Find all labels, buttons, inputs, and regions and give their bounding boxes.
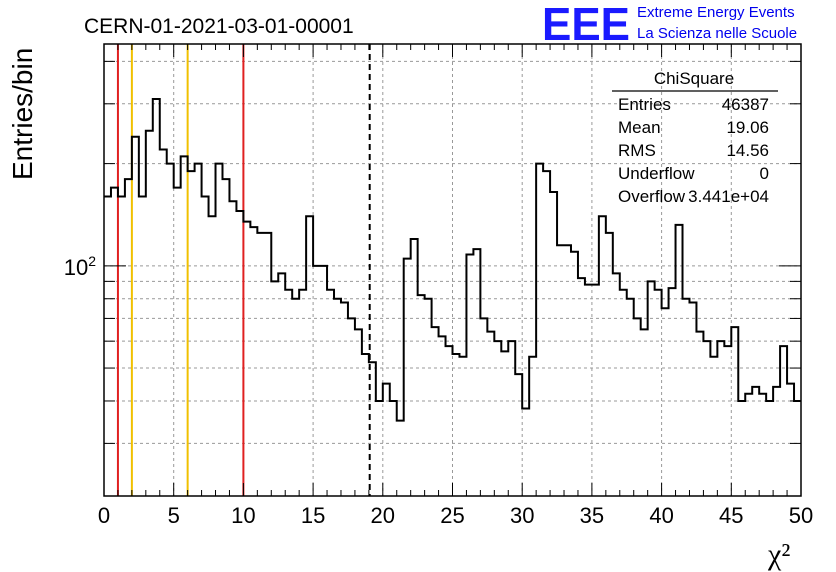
x-tick-label: 0 (98, 503, 110, 528)
eee-logo: EEE Extreme Energy Events La Scienza nel… (542, 0, 797, 50)
x-tick-label: 25 (440, 503, 464, 528)
cut-markers (116, 44, 371, 496)
x-tick-label: 45 (719, 503, 743, 528)
x-tick-label: 5 (168, 503, 180, 528)
y-axis-label: Entries/bin (7, 48, 38, 180)
stats-value: 46387 (722, 95, 769, 114)
stats-value: 14.56 (726, 141, 769, 160)
stats-value: 19.06 (726, 118, 769, 137)
x-tick-label: 20 (371, 503, 395, 528)
tick-labels: 0 5 10 15 20 25 30 35 40 45 50 102 (64, 253, 814, 528)
stats-label: Overflow (618, 187, 686, 206)
stats-box-title: ChiSquare (654, 69, 734, 88)
axes-frame (103, 43, 802, 497)
stats-label: Mean (618, 118, 661, 137)
x-tick-label: 50 (789, 503, 813, 528)
x-tick-label: 30 (510, 503, 534, 528)
logo-line-2: La Scienza nelle Scuole (637, 25, 797, 42)
plot-frame (103, 43, 802, 497)
stats-rows: Entries 46387 Mean 19.06 RMS 14.56 Underflow 0 O… (618, 95, 769, 206)
y-tick-label: 102 (64, 253, 96, 280)
stats-value: 0 (760, 164, 769, 183)
stats-label: Entries (618, 95, 671, 114)
histogram-outline (104, 97, 801, 422)
stats-box: ChiSquare Entries 46387 Mean 19.06 RMS 14.56 U… (612, 69, 778, 206)
stats-label: Underflow (618, 164, 695, 183)
stats-label: RMS (618, 141, 656, 160)
logo-line-1: Extreme Energy Events (637, 4, 795, 21)
grid-lines (104, 44, 801, 496)
x-tick-label: 10 (231, 503, 255, 528)
histogram-bars (104, 97, 801, 422)
x-tick-label: 35 (580, 503, 604, 528)
x-axis-label: χ² (767, 538, 790, 571)
logo-mark: EEE (542, 0, 630, 50)
stats-value: 3.441e+04 (688, 187, 769, 206)
x-tick-label: 40 (649, 503, 673, 528)
plot-title: CERN-01-2021-03-01-00001 (84, 15, 354, 38)
x-tick-label: 15 (301, 503, 325, 528)
